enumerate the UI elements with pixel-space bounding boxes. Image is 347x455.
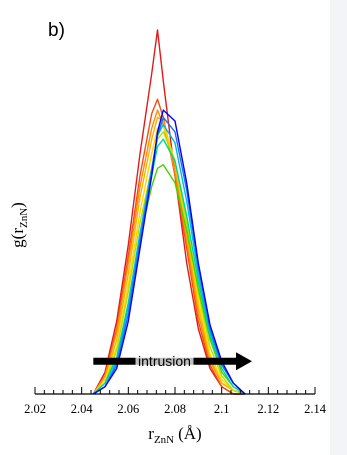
series-line-11: [92, 109, 246, 395]
series-line-10: [92, 116, 246, 395]
x-tick-label-5: 2.1: [214, 402, 230, 416]
chart-figure: b) 2.02 2.04 2.06 2.08 2.1 2.12 2.14 intrusion…: [0, 0, 330, 455]
panel-label: b): [48, 20, 65, 41]
x-axis-title: rZnN (Å): [148, 424, 201, 446]
y-axis-title: g(rZnN): [8, 202, 30, 248]
zn-n-rdf-chart: b) 2.02 2.04 2.06 2.08 2.1 2.12 2.14 intrusion…: [8, 20, 327, 446]
series-line-4: [92, 116, 246, 395]
x-tick-label-4: 2.08: [164, 402, 186, 416]
x-ticks-layer: 2.02 2.04 2.06 2.08 2.1 2.12 2.14: [24, 387, 327, 416]
x-axis-title-unit: (Å): [178, 424, 202, 443]
x-axis-title-sub: ZnN: [154, 434, 174, 446]
series-layer: [92, 29, 246, 395]
x-tick-label-1: 2.02: [24, 402, 46, 416]
x-tick-label-3: 2.06: [117, 402, 139, 416]
annotation-label: intrusion: [138, 353, 191, 369]
series-line-6: [92, 131, 246, 395]
x-tick-label-7: 2.14: [304, 402, 327, 416]
x-tick-label-6: 2.12: [257, 402, 279, 416]
y-axis-title-close: ): [8, 202, 27, 208]
x-axis-title-main: r: [148, 424, 154, 443]
series-line-8: [92, 138, 246, 395]
y-axis-title-sub: ZnN: [18, 208, 30, 228]
x-tick-label-2: 2.04: [71, 402, 94, 416]
annotation-label-bg: [135, 353, 194, 370]
arrow-head: [236, 352, 252, 371]
intrusion-annotation: intrusion: [93, 352, 252, 371]
y-axis-title-main: g(r: [8, 228, 27, 248]
